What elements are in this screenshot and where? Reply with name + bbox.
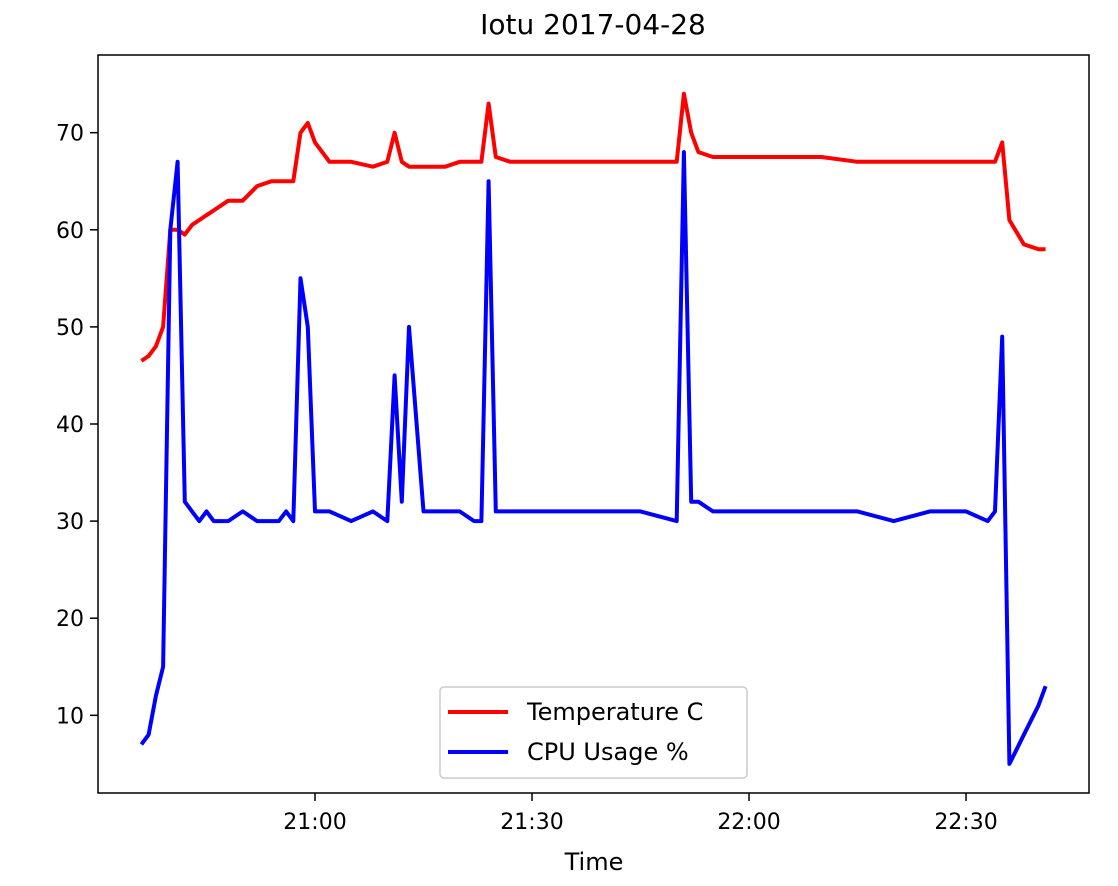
- y-tick-label: 10: [56, 704, 84, 729]
- y-axis: 10 20 30 40 50 60 70: [56, 122, 98, 729]
- y-tick-label: 60: [56, 219, 84, 244]
- x-axis-label: Time: [564, 848, 624, 876]
- y-tick-label: 40: [56, 413, 84, 438]
- x-tick-label: 21:00: [283, 810, 346, 835]
- x-tick-label: 21:30: [500, 810, 563, 835]
- x-axis: 21:00 21:30 22:00 22:30: [283, 793, 998, 835]
- series-line-cpu-usage: [139, 150, 1048, 766]
- x-tick-label: 22:00: [717, 810, 780, 835]
- y-tick-label: 50: [56, 316, 84, 341]
- y-tick-label: 30: [56, 510, 84, 535]
- legend: Temperature C CPU Usage %: [439, 686, 748, 779]
- legend-label-temperature: Temperature C: [526, 698, 703, 726]
- series-line-temperature: [140, 91, 1046, 363]
- series-group: [139, 91, 1048, 766]
- y-tick-label: 70: [56, 122, 84, 147]
- x-tick-label: 22:30: [934, 810, 997, 835]
- legend-box: [439, 686, 748, 779]
- y-tick-label: 20: [56, 607, 84, 632]
- chart-title: Iotu 2017-04-28: [480, 8, 706, 41]
- plot-frame: [97, 54, 1090, 794]
- legend-label-cpu: CPU Usage %: [527, 738, 689, 766]
